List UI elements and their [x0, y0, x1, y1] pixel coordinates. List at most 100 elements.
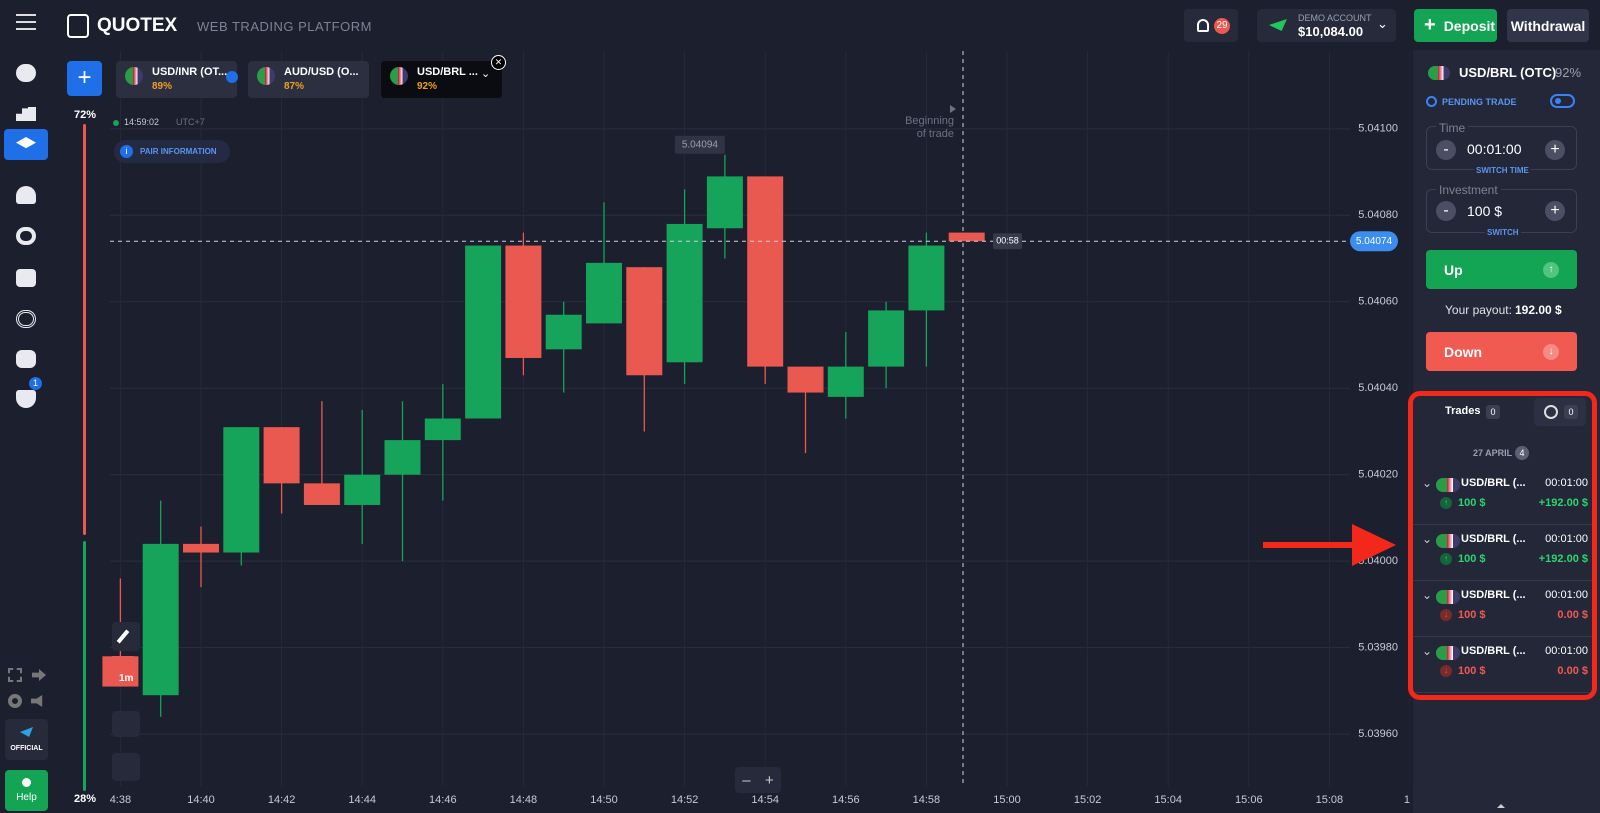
x-tick-label: 14:52: [671, 794, 699, 806]
candle-body: [384, 440, 421, 475]
beginning-label: Beginning: [905, 115, 954, 127]
pair-flag: [1428, 66, 1450, 80]
help-button[interactable]: Help: [5, 770, 48, 811]
sound-icon[interactable]: [31, 695, 43, 707]
trade-direction: ↑: [1440, 553, 1452, 565]
account-icon: [1269, 19, 1287, 31]
candle-body: [908, 245, 945, 311]
payout-text: Your payout:: [1445, 303, 1512, 317]
pair-tab[interactable]: USD/BRL ... 92% ⌄ ✕: [381, 55, 506, 98]
trade-chevron[interactable]: ⌄: [1422, 644, 1433, 658]
bell-icon: [1197, 19, 1209, 32]
candle-body: [586, 262, 622, 324]
timeframe-button[interactable]: 1m: [111, 656, 135, 686]
notifications[interactable]: 29: [1184, 9, 1238, 42]
help-icon[interactable]: [16, 64, 36, 82]
pair-flag: [257, 67, 275, 85]
account[interactable]: DEMO ACCOUNT $10,084.00 ⌄: [1257, 9, 1396, 42]
trade-pair: USD/BRL (...: [1461, 589, 1526, 601]
withdrawal-label: Withdrawal: [1510, 17, 1586, 34]
signals-icon[interactable]: [16, 310, 36, 328]
trades-date: 27 APRIL: [1473, 448, 1513, 458]
pin-badge[interactable]: [226, 71, 238, 83]
coins-icon[interactable]: [16, 350, 36, 368]
pending-label: PENDING TRADE: [1442, 97, 1517, 107]
trades-count: 0: [1486, 405, 1500, 419]
indicator-tool[interactable]: [112, 753, 140, 781]
education-active[interactable]: [4, 129, 48, 160]
withdrawal-button[interactable]: Withdrawal: [1507, 9, 1589, 42]
x-tick-label: 15:02: [1074, 794, 1102, 806]
trade-direction: ↓: [1440, 609, 1452, 621]
market-icon[interactable]: [16, 227, 36, 245]
trade-result: +192.00 $: [1538, 497, 1588, 509]
expand-panel[interactable]: [1497, 800, 1505, 808]
x-tick-label: 15:06: [1235, 794, 1263, 806]
tab-chevron[interactable]: ⌄: [481, 68, 491, 80]
account-icon[interactable]: [16, 186, 36, 204]
chart-time: 14:59:02: [124, 117, 160, 127]
highlight-box: [1408, 391, 1597, 700]
up-label: Up: [1444, 261, 1463, 278]
official-label: OFFICIAL: [10, 745, 43, 752]
settings-icon[interactable]: [8, 694, 22, 708]
menu-icon[interactable]: [16, 14, 36, 16]
trade-pair: USD/BRL (...: [1461, 477, 1526, 489]
logout-icon[interactable]: [32, 669, 46, 681]
trade-flag: [1436, 478, 1460, 492]
draw-tool[interactable]: [112, 622, 140, 651]
trade-row[interactable]: ⌄ USD/BRL (... 00:01:00 ↓ 100 $ 0.00 $: [1413, 638, 1596, 693]
switch-time[interactable]: SWITCH TIME: [1474, 166, 1531, 175]
trade-chevron[interactable]: ⌄: [1422, 532, 1433, 546]
candle-body: [747, 176, 784, 367]
y-tick-label: 5.04020: [1358, 469, 1398, 481]
trades-tab[interactable]: Trades: [1445, 405, 1481, 417]
tournaments-icon[interactable]: [16, 269, 36, 287]
tab-close[interactable]: ✕: [491, 55, 506, 70]
deposit-button[interactable]: + Deposit: [1414, 9, 1497, 42]
pair-info-button[interactable]: i PAIR INFORMATION: [114, 140, 230, 163]
trade-chevron[interactable]: ⌄: [1422, 476, 1433, 490]
sidebar: 1 OFFICIAL Help: [0, 50, 52, 813]
time-minus[interactable]: -: [1436, 140, 1456, 160]
down-button[interactable]: Down ↓: [1426, 332, 1577, 371]
pair-flag: [125, 67, 143, 85]
time-plus[interactable]: +: [1545, 140, 1565, 160]
time-label: Time: [1436, 121, 1469, 135]
tab-payout: 89%: [152, 81, 173, 92]
investment-plus[interactable]: +: [1545, 201, 1565, 221]
zoom-controls[interactable]: – +: [735, 767, 781, 793]
chevron: ⌄: [1377, 16, 1388, 31]
pending-tab[interactable]: 0: [1534, 398, 1586, 426]
official-button[interactable]: OFFICIAL: [5, 719, 48, 760]
brand: QUOTEX: [97, 15, 178, 36]
switch[interactable]: SWITCH: [1485, 228, 1521, 237]
trade-row[interactable]: ⌄ USD/BRL (... 00:01:00 ↓ 100 $ 0.00 $: [1413, 582, 1596, 637]
help-dot: [22, 778, 31, 787]
trade-chevron[interactable]: ⌄: [1422, 588, 1433, 602]
analytics-icon[interactable]: [16, 103, 36, 121]
trade-row[interactable]: ⌄ USD/BRL (... 00:01:00 ↑ 100 $ +192.00 $: [1413, 526, 1596, 581]
sell-share-bar: [83, 541, 86, 791]
pair-tab[interactable]: USD/INR (OT... 89%: [116, 61, 238, 98]
trade-direction: ↑: [1440, 497, 1452, 509]
trade-flag: [1436, 646, 1460, 660]
trade-pair: USD/BRL (...: [1461, 533, 1526, 545]
trophy-icon[interactable]: [16, 390, 36, 408]
pending-toggle[interactable]: [1550, 94, 1575, 108]
trade-row[interactable]: ⌄ USD/BRL (... 00:01:00 ↑ 100 $ +192.00 $: [1413, 470, 1596, 525]
tab-pair: USD/BRL ...: [417, 66, 478, 78]
investment-minus[interactable]: -: [1436, 201, 1456, 221]
y-tick-label: 5.04100: [1358, 123, 1398, 135]
chart-type-tool[interactable]: [112, 711, 140, 737]
current-price-label: 5.04074: [1356, 236, 1393, 247]
up-button[interactable]: Up ↑: [1426, 250, 1577, 289]
fullscreen-icon[interactable]: [8, 668, 22, 682]
pair-tab[interactable]: AUD/USD (O... 87%: [248, 61, 369, 98]
candle-body: [223, 427, 260, 553]
tab-pair: AUD/USD (O...: [284, 66, 359, 78]
y-tick-label: 5.04040: [1358, 382, 1398, 394]
add-tab-button[interactable]: +: [67, 61, 102, 96]
pair-info-label: PAIR INFORMATION: [140, 147, 217, 156]
